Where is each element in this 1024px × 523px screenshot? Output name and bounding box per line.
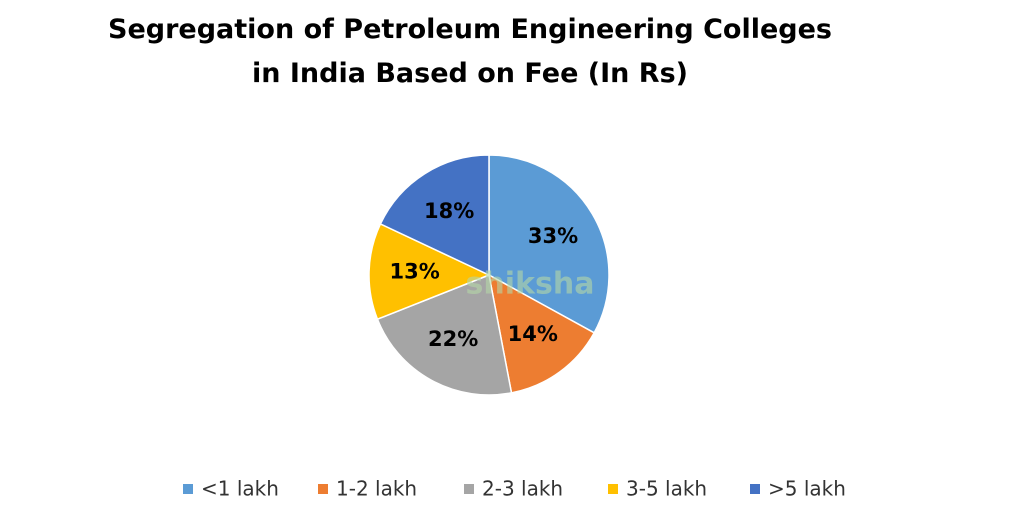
legend-label: 2-3 lakh [482,477,563,501]
pie-slice [368,222,491,321]
pie-slice [379,154,490,277]
legend-label: 1-2 lakh [336,477,417,501]
legend-swatch [750,484,760,494]
data-label: 18% [424,199,474,223]
legend-label: 3-5 lakh [626,477,707,501]
pie-slice [487,273,596,394]
pie-slice [376,273,513,396]
legend-label: <1 lakh [201,477,279,501]
data-label: 22% [428,327,478,351]
legend-swatch [318,484,328,494]
data-label: 14% [508,322,558,346]
data-label: 13% [390,260,440,284]
pie-slice [488,154,610,334]
chart-title: Segregation of Petroleum Engineering Col… [108,14,832,89]
legend-label: >5 lakh [768,477,846,501]
legend-swatch [183,484,193,494]
legend-swatch [608,484,618,494]
legend-swatch [464,484,474,494]
data-label: 33% [528,224,578,248]
watermark: shiksha [466,267,595,302]
